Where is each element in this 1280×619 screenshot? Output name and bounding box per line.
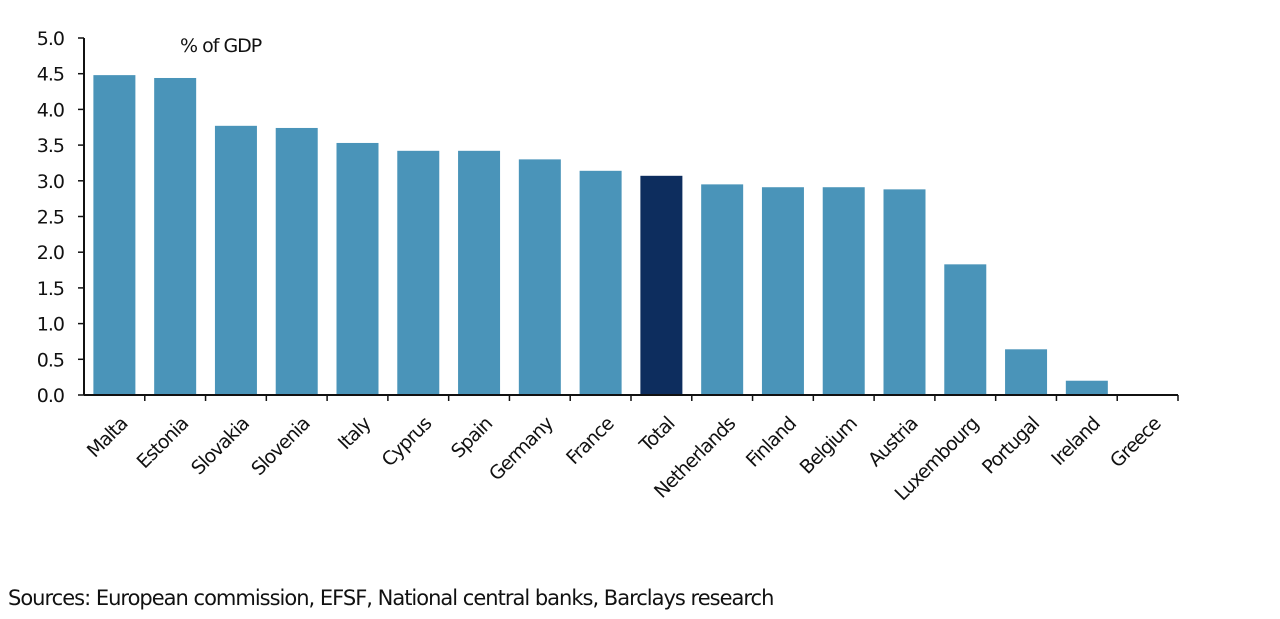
y-tick-label: 3.5 — [37, 135, 64, 157]
x-tick-label: Cyprus — [378, 413, 436, 471]
bar-austria — [883, 189, 926, 395]
bar-italy — [336, 142, 379, 395]
source-note: Sources: European commission, EFSF, Nati… — [8, 586, 774, 610]
x-tick-label: Malta — [83, 413, 132, 462]
bar-estonia — [154, 77, 197, 395]
y-tick-label: 5.0 — [37, 28, 64, 50]
bar-slovakia — [214, 125, 257, 396]
x-tick-label: Italy — [334, 412, 376, 454]
x-tick-label: Finland — [742, 413, 801, 472]
bar-total — [640, 175, 683, 395]
y-tick-label: 2.5 — [37, 207, 64, 229]
x-tick-label: Slovakia — [187, 413, 253, 479]
bar-portugal — [1005, 349, 1048, 395]
x-tick-label: Portugal — [978, 413, 1044, 479]
y-tick-label: 2.0 — [37, 242, 64, 264]
bar-slovenia — [275, 127, 318, 396]
bar-germany — [518, 159, 561, 395]
bar-malta — [93, 75, 136, 396]
bar-spain — [458, 150, 501, 395]
x-tick-label: France — [562, 413, 618, 469]
y-tick-label: 0.0 — [37, 385, 64, 407]
x-tick-label: Ireland — [1047, 413, 1104, 470]
x-tick-label: Total — [635, 413, 679, 457]
y-tick-label: 4.5 — [37, 64, 64, 86]
x-tick-label: Belgium — [796, 413, 862, 479]
y-tick-label: 3.0 — [37, 171, 64, 193]
bar-luxembourg — [944, 264, 987, 395]
y-tick-label: 0.5 — [37, 349, 64, 371]
bar-cyprus — [397, 150, 440, 395]
x-tick-label: Greece — [1106, 413, 1165, 472]
x-tick-label: Estonia — [133, 413, 193, 473]
chart-title: % of GDP — [180, 35, 262, 57]
y-tick-label: 1.5 — [37, 278, 64, 300]
bar-netherlands — [701, 184, 744, 395]
y-tick-label: 4.0 — [37, 99, 64, 121]
x-tick-label: Slovenia — [247, 413, 314, 480]
x-tick-label: Spain — [447, 413, 497, 463]
bar-france — [579, 170, 622, 395]
bar-ireland — [1065, 380, 1108, 395]
y-tick-label: 1.0 — [37, 314, 64, 336]
x-tick-label: Germany — [485, 412, 558, 485]
bar-belgium — [822, 187, 865, 395]
x-tick-label: Austria — [864, 413, 922, 471]
bar-finland — [761, 187, 804, 395]
